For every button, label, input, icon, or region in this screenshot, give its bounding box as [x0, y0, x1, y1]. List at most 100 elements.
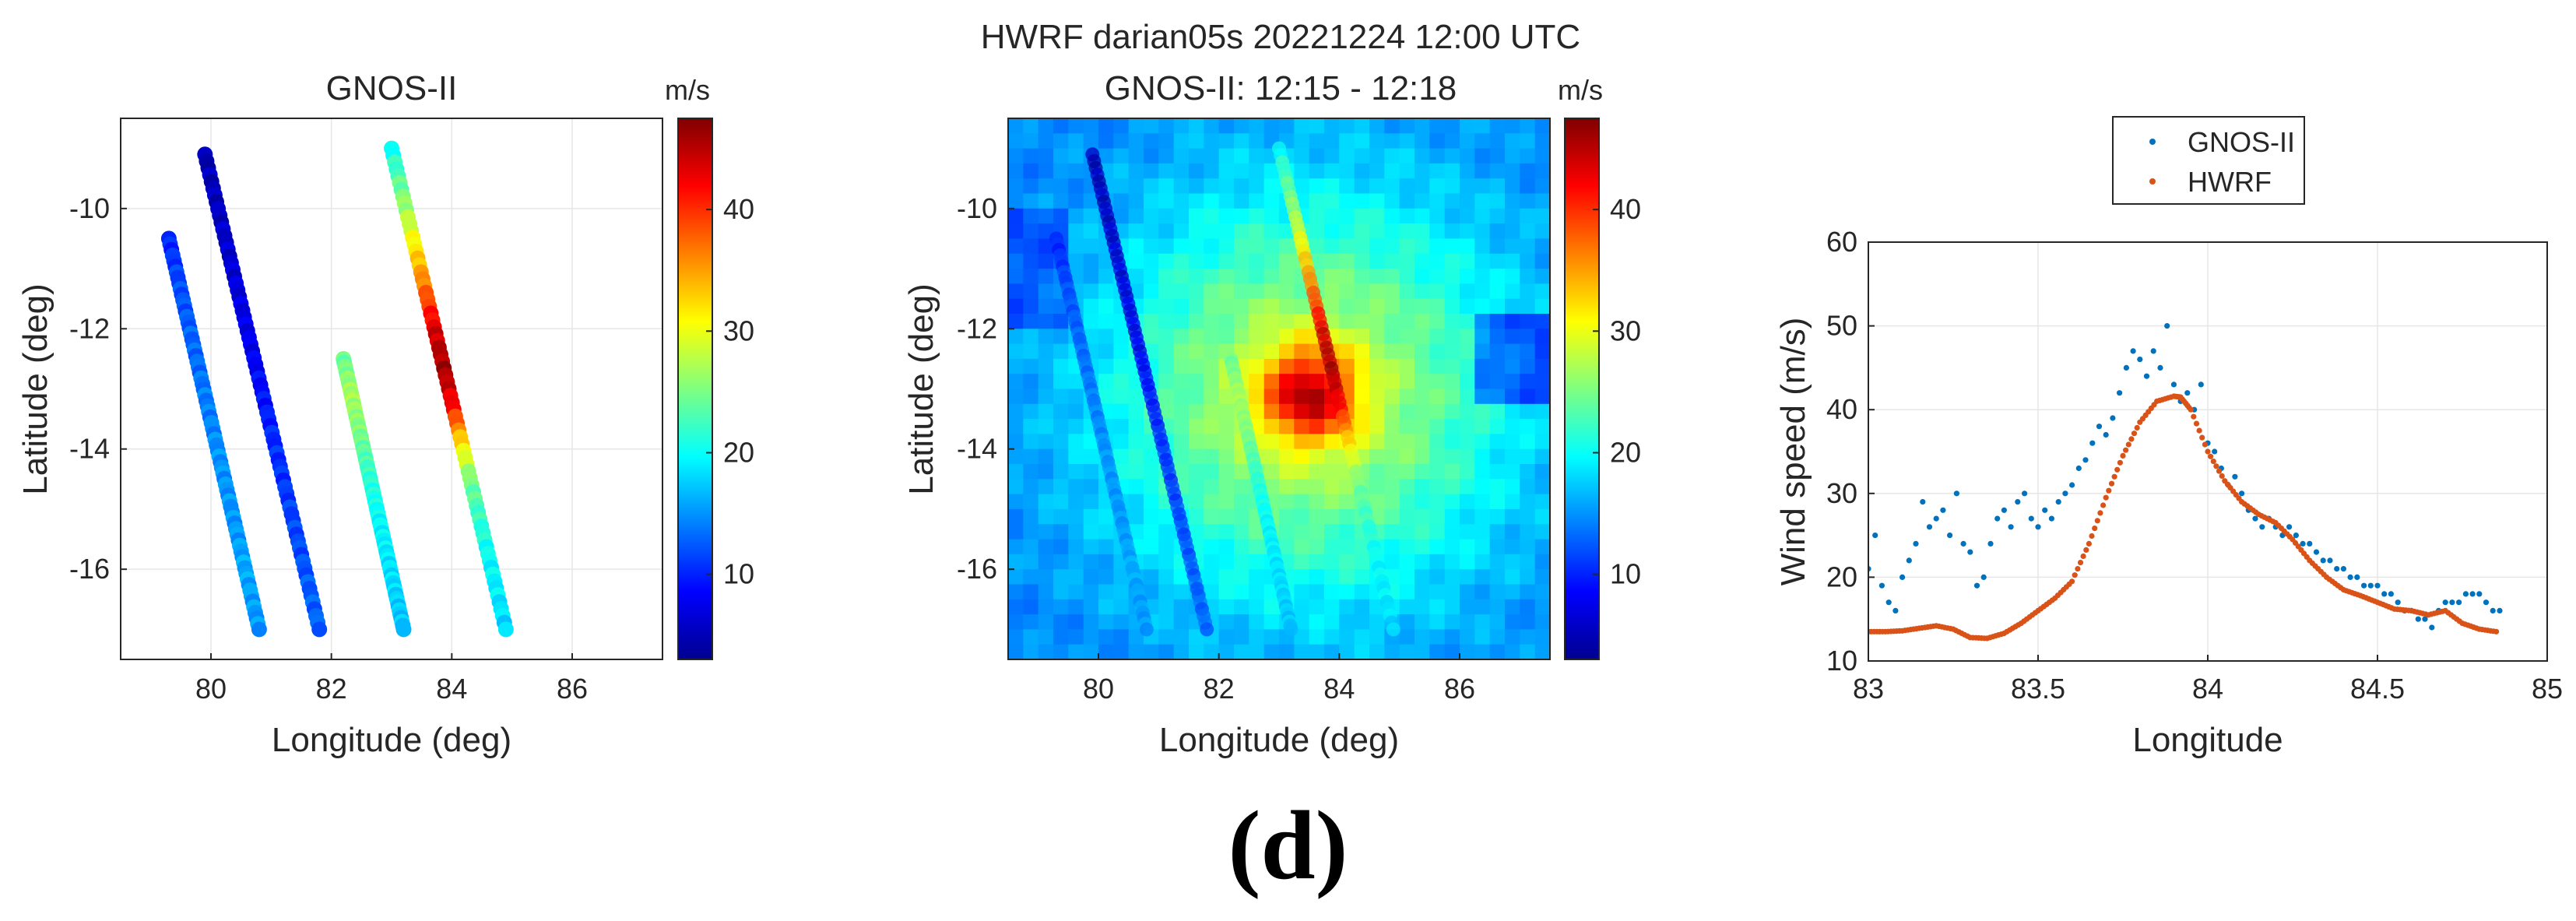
b-heatmap-cell	[1083, 118, 1099, 134]
b-heatmap-cell	[1234, 494, 1249, 510]
b-heatmap-cell	[1384, 193, 1400, 209]
b-heatmap-cell	[1354, 419, 1370, 434]
b-heatmap-cell	[1384, 539, 1400, 555]
b-heatmap-cell	[1173, 644, 1190, 659]
b-heatmap-cell	[1263, 118, 1280, 134]
b-heatmap-cell	[1053, 434, 1069, 450]
b-heatmap-cell	[1429, 208, 1446, 224]
b-heatmap-cell	[1263, 419, 1280, 434]
b-heatmap-cell	[1158, 524, 1175, 540]
b-heatmap-cell	[1489, 298, 1506, 315]
b-heatmap-cell	[1144, 329, 1159, 345]
b-heatmap-cell	[1234, 629, 1249, 645]
b-heatmap-cell	[1263, 253, 1280, 269]
b-heatmap-cell	[1204, 539, 1220, 555]
b-heatmap-cell	[1384, 644, 1400, 659]
b-heatmap-cell	[1534, 253, 1550, 269]
b-heatmap-cell	[1158, 644, 1175, 659]
b-heatmap-cell	[1505, 208, 1520, 224]
b-heatmap-cell	[1204, 133, 1220, 149]
b-heatmap-cell	[1098, 554, 1114, 570]
b-heatmap-cell	[1068, 539, 1084, 555]
c-point-gnos	[1987, 540, 1994, 547]
b-heatmap-cell	[1415, 358, 1430, 374]
b-heatmap-cell	[1083, 208, 1099, 224]
b-heatmap-cell	[1083, 253, 1099, 269]
b-heatmap-cell	[1023, 208, 1039, 224]
b-heatmap-cell	[1415, 494, 1430, 510]
c-point-hwrf	[2123, 447, 2129, 453]
b-heatmap-cell	[1234, 569, 1249, 585]
b-heatmap-cell	[1294, 569, 1310, 585]
b-heatmap-cell	[1294, 374, 1310, 390]
b-heatmap-cell	[1053, 178, 1069, 195]
b-heatmap-cell	[1189, 314, 1204, 329]
b-heatmap-cell	[1429, 584, 1446, 600]
b-heatmap-cell	[1038, 163, 1054, 179]
b-heatmap-cell	[1279, 329, 1295, 345]
b-heatmap-cell	[1023, 133, 1039, 149]
b-heatmap-cell	[1505, 253, 1520, 269]
b-heatmap-cell	[1204, 524, 1220, 540]
b-heatmap-cell	[1415, 464, 1430, 480]
b-heatmap-cell	[1429, 283, 1446, 300]
panel-a-ticks: 80 82 84 86 -10 -12 -14 -16	[69, 192, 588, 705]
panel-a-ylabel: Latitude (deg)	[16, 283, 54, 495]
b-heatmap-cell	[1324, 599, 1340, 615]
b-heatmap-cell	[1354, 253, 1370, 269]
b-heatmap-cell	[1204, 163, 1220, 179]
b-heatmap-cell	[1218, 223, 1235, 239]
b-heatmap-cell	[1098, 343, 1114, 360]
b-heatmap-cell	[1008, 584, 1024, 600]
b-heatmap-cell	[1023, 614, 1039, 630]
b-track-3-point	[1284, 622, 1299, 637]
b-heatmap-cell	[1279, 388, 1295, 405]
b-heatmap-cell	[1520, 314, 1536, 329]
b-heatmap-cell	[1113, 388, 1130, 405]
b-heatmap-cell	[1489, 193, 1506, 209]
b-heatmap-cell	[1520, 644, 1536, 659]
b-heatmap-cell	[1324, 253, 1340, 269]
c-point-gnos	[2022, 490, 2028, 497]
c-point-gnos	[1940, 507, 1946, 513]
b-heatmap-cell	[1218, 118, 1235, 134]
b-heatmap-cell	[1263, 374, 1280, 390]
b-heatmap-cell	[1158, 163, 1175, 179]
panel-b-colorbar	[1564, 118, 1600, 660]
b-heatmap-cell	[1173, 283, 1190, 300]
b-heatmap-cell	[1384, 223, 1400, 239]
b-heatmap-cell	[1189, 133, 1204, 149]
b-heatmap-cell	[1218, 448, 1235, 465]
b-heatmap-cell	[1189, 208, 1204, 224]
b-heatmap-cell	[1324, 434, 1340, 450]
b-heatmap-cell	[1309, 388, 1325, 405]
c-point-gnos	[1878, 582, 1885, 589]
b-heatmap-cell	[1098, 508, 1114, 525]
b-heatmap-cell	[1249, 118, 1265, 134]
b-heatmap-cell	[1520, 599, 1536, 615]
b-heatmap-cell	[1204, 479, 1220, 495]
b-heatmap-cell	[1354, 178, 1370, 195]
b-heatmap-cell	[1505, 238, 1520, 255]
c-point-gnos	[2035, 524, 2041, 530]
c-point-gnos	[2497, 607, 2503, 614]
b-heatmap-cell	[1023, 464, 1039, 480]
b-heatmap-cell	[1173, 269, 1190, 284]
b-heatmap-cell	[1520, 253, 1536, 269]
b-heatmap-cell	[1263, 388, 1280, 405]
b-heatmap-cell	[1249, 253, 1265, 269]
b-heatmap-cell	[1068, 208, 1084, 224]
b-heatmap-cell	[1204, 193, 1220, 209]
b-heatmap-cell	[1218, 403, 1235, 420]
b-heatmap-cell	[1053, 464, 1069, 480]
b-heatmap-cell	[1505, 193, 1520, 209]
b-heatmap-cell	[1354, 148, 1370, 164]
b-heatmap-cell	[1460, 358, 1475, 374]
b-heatmap-cell	[1023, 269, 1039, 284]
b-heatmap-cell	[1309, 448, 1325, 465]
b-heatmap-cell	[1173, 358, 1190, 374]
b-heatmap-cell	[1399, 133, 1415, 149]
b-heatmap-cell	[1444, 419, 1460, 434]
b-heatmap-cell	[1354, 644, 1370, 659]
b-heatmap-cell	[1474, 403, 1491, 420]
